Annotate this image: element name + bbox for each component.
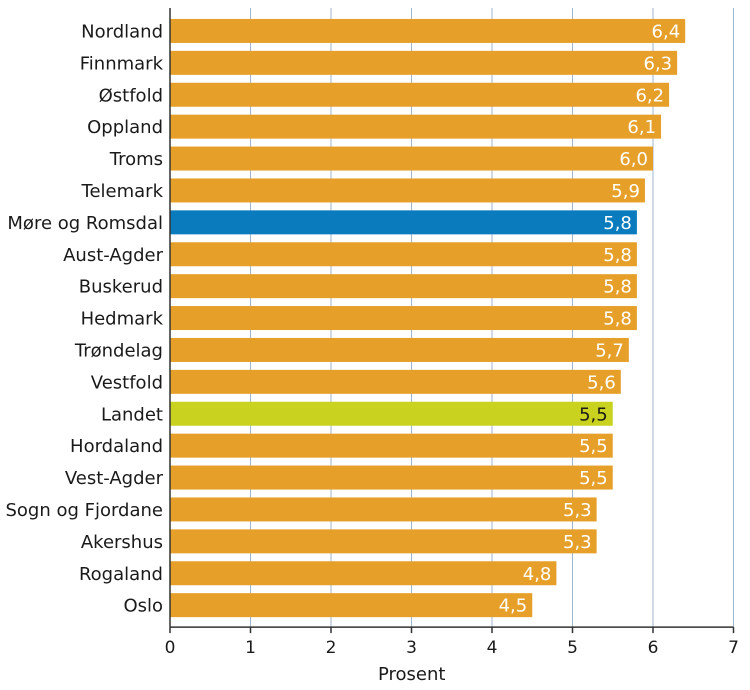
- category-label-hordaland: Hordaland: [70, 436, 163, 457]
- value-label-landet: 5,5: [579, 404, 608, 425]
- bar-østfold: [170, 82, 670, 107]
- value-labels: 6,4 6,3 6,2 6,1 6,0 5,9 5,8 5,8 5,8 5,8 5,7 5,6 5,5 5…: [499, 21, 681, 616]
- value-label-møre-og-romsdal: 5,8: [603, 213, 632, 234]
- category-label-rogaland: Rogaland: [79, 564, 163, 585]
- bar-møre-og-romsdal: [170, 210, 637, 235]
- bar-nordland: [170, 18, 686, 43]
- bar-sogn-og-fjordane: [170, 497, 597, 522]
- bar-hordaland: [170, 433, 613, 458]
- bar-aust-agder: [170, 242, 637, 267]
- category-label-aust-agder: Aust-Agder: [63, 245, 163, 266]
- value-label-nordland: 6,4: [652, 21, 681, 42]
- bar-vestfold: [170, 369, 621, 394]
- tick-label-0: 0: [165, 638, 176, 658]
- bar-buskerud: [170, 274, 637, 299]
- category-label-finnmark: Finnmark: [80, 53, 164, 74]
- tick-label-5: 5: [567, 638, 578, 658]
- category-label-sogn-og-fjordane: Sogn og Fjordane: [5, 500, 163, 521]
- bar-rogaland: [170, 561, 557, 586]
- tick-label-4: 4: [487, 638, 498, 658]
- category-label-landet: Landet: [101, 404, 163, 425]
- value-label-aust-agder: 5,8: [603, 245, 632, 266]
- bar-trøndelag: [170, 337, 629, 362]
- category-label-vestfold: Vestfold: [91, 372, 163, 393]
- value-label-sogn-og-fjordane: 5,3: [563, 500, 592, 521]
- x-axis-title: Prosent: [378, 664, 445, 685]
- value-label-finnmark: 6,3: [644, 53, 673, 74]
- category-label-telemark: Telemark: [81, 181, 164, 202]
- value-label-trøndelag: 5,7: [595, 340, 624, 361]
- bar-hedmark: [170, 306, 637, 331]
- x-axis-ticks: 0 1 2 3 4 5 6 7: [165, 627, 739, 658]
- category-label-oslo: Oslo: [123, 596, 163, 617]
- value-label-rogaland: 4,8: [523, 564, 552, 585]
- bars: [170, 18, 686, 618]
- bar-landet: [170, 401, 613, 426]
- value-label-vestfold: 5,6: [587, 372, 616, 393]
- category-label-nordland: Nordland: [81, 21, 163, 42]
- category-label-hedmark: Hedmark: [81, 309, 164, 330]
- bar-oppland: [170, 114, 662, 139]
- bar-akershus: [170, 529, 597, 554]
- category-label-buskerud: Buskerud: [79, 277, 163, 298]
- category-label-akershus: Akershus: [81, 532, 163, 553]
- bar-finnmark: [170, 50, 678, 75]
- category-label-oppland: Oppland: [87, 117, 163, 138]
- category-label-trøndelag: Trøndelag: [74, 340, 163, 361]
- value-label-telemark: 5,9: [611, 181, 640, 202]
- category-label-troms: Troms: [109, 149, 163, 170]
- value-label-oppland: 6,1: [627, 117, 656, 138]
- bar-oslo: [170, 593, 533, 618]
- value-label-hedmark: 5,8: [603, 309, 632, 330]
- bar-vest-agder: [170, 465, 613, 490]
- tick-label-3: 3: [406, 638, 417, 658]
- category-labels: Nordland Finnmark Østfold Oppland Troms Telem…: [5, 21, 163, 616]
- category-label-østfold: Østfold: [99, 85, 163, 106]
- tick-label-7: 7: [728, 638, 739, 658]
- tick-label-6: 6: [648, 638, 659, 658]
- bar-telemark: [170, 178, 645, 203]
- bar-troms: [170, 146, 653, 171]
- value-label-buskerud: 5,8: [603, 277, 632, 298]
- value-label-troms: 6,0: [619, 149, 648, 170]
- value-label-østfold: 6,2: [635, 85, 664, 106]
- category-label-vest-agder: Vest-Agder: [65, 468, 164, 489]
- value-label-akershus: 5,3: [563, 532, 592, 553]
- value-label-oslo: 4,5: [499, 596, 528, 617]
- tick-label-1: 1: [245, 638, 256, 658]
- value-label-hordaland: 5,5: [579, 436, 608, 457]
- value-label-vest-agder: 5,5: [579, 468, 608, 489]
- category-label-møre-og-romsdal: Møre og Romsdal: [7, 213, 163, 234]
- tick-label-2: 2: [326, 638, 337, 658]
